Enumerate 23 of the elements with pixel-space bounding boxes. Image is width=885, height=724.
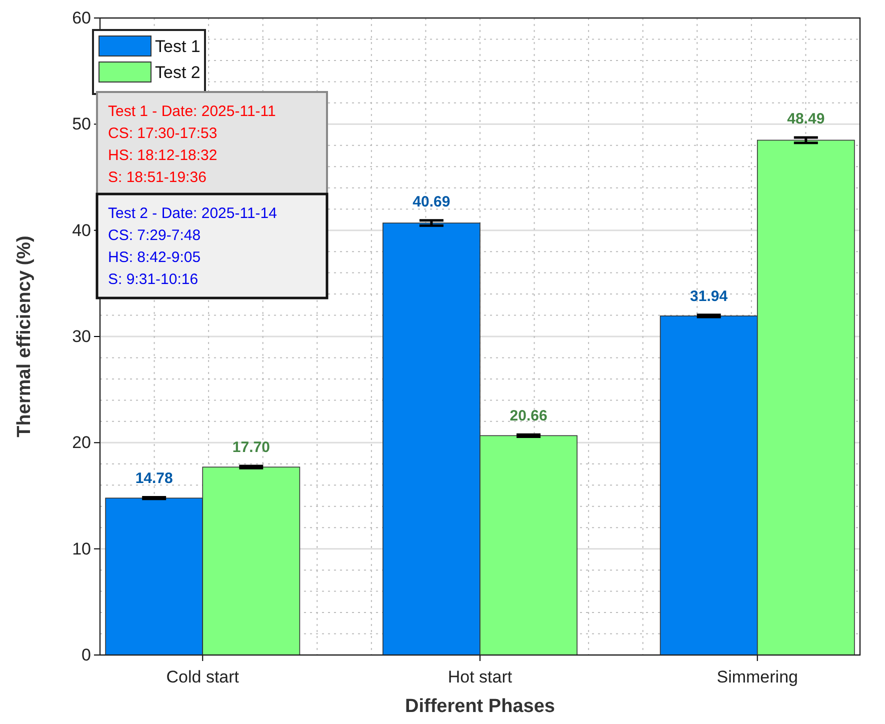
y-tick-label: 40 bbox=[72, 220, 91, 240]
y-tick-label: 20 bbox=[72, 433, 91, 452]
x-tick-label: Hot start bbox=[448, 668, 512, 687]
y-tick-label: 10 bbox=[72, 539, 91, 558]
data-label: 20.66 bbox=[510, 408, 548, 425]
data-label: 17.70 bbox=[232, 439, 270, 456]
x-tick-label: Cold start bbox=[166, 668, 240, 687]
y-axis-title: Thermal efficiency (%) bbox=[14, 236, 35, 438]
data-label: 31.94 bbox=[690, 288, 728, 305]
x-axis-title: Different Phases bbox=[405, 696, 555, 717]
data-label: 48.49 bbox=[787, 110, 825, 128]
data-label: 40.69 bbox=[412, 193, 450, 210]
legend-label: Test 1 bbox=[155, 37, 200, 56]
note-box: Test 2 - Date: 2025-11-14 CS: 7:29-7:48 HS: 8:42-9:05 S: 9:31-10:16 bbox=[96, 192, 328, 300]
y-tick-label: 60 bbox=[72, 8, 91, 28]
y-tick-label: 50 bbox=[72, 114, 91, 134]
y-tick-label: 0 bbox=[82, 645, 91, 664]
x-tick-label: Simmering bbox=[716, 668, 798, 687]
legend-label: Test 2 bbox=[155, 63, 200, 82]
annotation: Test 1 - Date: 2025-11-11 CS: 17:30-17:53 HS: 18:12-18:32 S: 18:51-19:36 bbox=[108, 103, 276, 186]
data-label: 14.78 bbox=[135, 470, 173, 488]
annotation: Test 2 - Date: 2025-11-14 CS: 7:29-7:48 HS: 8:42-9:05 S: 9:31-10:16 bbox=[108, 205, 277, 288]
y-tick-label: 30 bbox=[72, 326, 91, 346]
